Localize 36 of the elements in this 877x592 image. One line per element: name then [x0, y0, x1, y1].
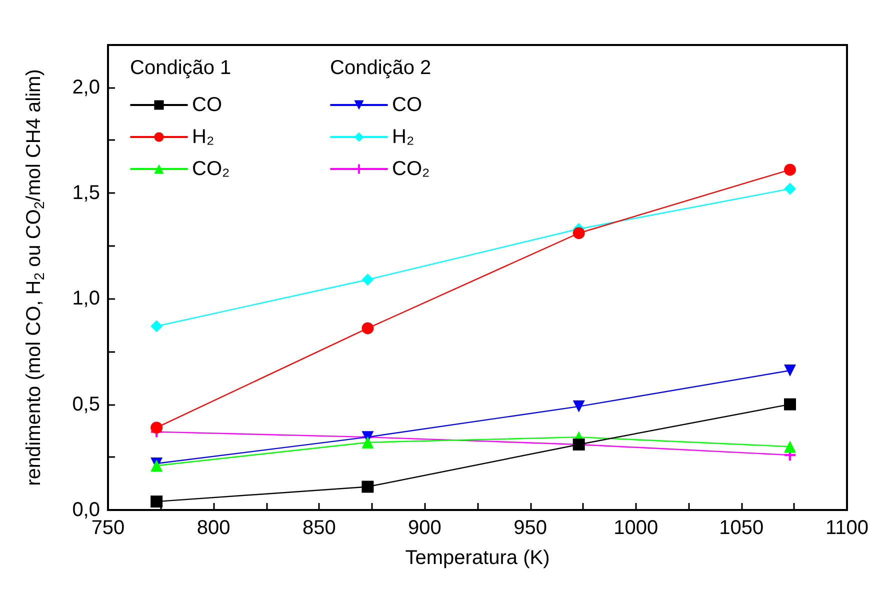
point	[150, 460, 163, 472]
y-tick-label: 1,0	[72, 288, 100, 310]
x-tick-label: 1100	[825, 517, 869, 539]
y-tick-label: 0,5	[72, 393, 100, 416]
point	[572, 227, 585, 240]
point	[150, 496, 163, 508]
point	[572, 400, 585, 412]
point	[784, 364, 796, 376]
point	[362, 322, 374, 334]
annotation: Condição 1	[130, 57, 232, 79]
legend-label: CO₂	[392, 158, 430, 180]
point	[784, 398, 796, 410]
annotation: Condição 2	[330, 57, 432, 79]
point	[784, 182, 796, 195]
x-tick-label: 800	[196, 517, 230, 539]
x-axis-title: Temperatura (K)	[405, 547, 550, 569]
x-tick-label: 1050	[719, 517, 764, 539]
point	[150, 320, 163, 332]
point	[784, 164, 796, 176]
x-tick-label: 850	[302, 517, 336, 539]
y-tick-label: 1,5	[72, 182, 100, 204]
x-tick-label: 1000	[614, 517, 658, 539]
point	[362, 480, 374, 493]
legend-label: CO	[192, 94, 222, 116]
y-axis-title: rendimento (mol CO, H2 ou CO2/mol CH4 alim)	[23, 69, 47, 486]
point	[784, 440, 796, 453]
point	[362, 274, 374, 286]
legend-label: CO₂	[192, 158, 230, 180]
legend-label: H₂	[192, 126, 214, 148]
x-tick-label: 900	[408, 517, 442, 539]
y-tick-label: 2,0	[72, 76, 100, 98]
x-tick-label: 950	[514, 517, 547, 539]
legend-label: H₂	[392, 126, 414, 148]
point	[362, 436, 374, 448]
legend-label: CO	[392, 94, 422, 116]
point	[150, 422, 163, 434]
